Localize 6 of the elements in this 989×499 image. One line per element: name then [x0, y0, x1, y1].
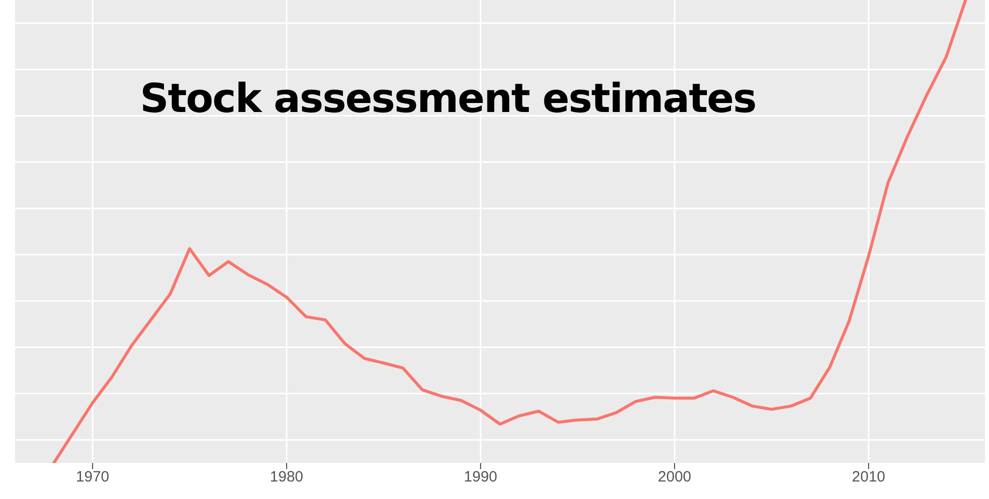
x-tick-label: 2010 [852, 468, 886, 486]
text: Stock assessment estimates [140, 76, 756, 122]
x-tick-label: 1980 [270, 468, 304, 486]
x-tick-label: 1990 [464, 468, 498, 486]
x-tick-label: 2000 [658, 468, 692, 486]
x-tick-label: 1970 [76, 468, 110, 486]
